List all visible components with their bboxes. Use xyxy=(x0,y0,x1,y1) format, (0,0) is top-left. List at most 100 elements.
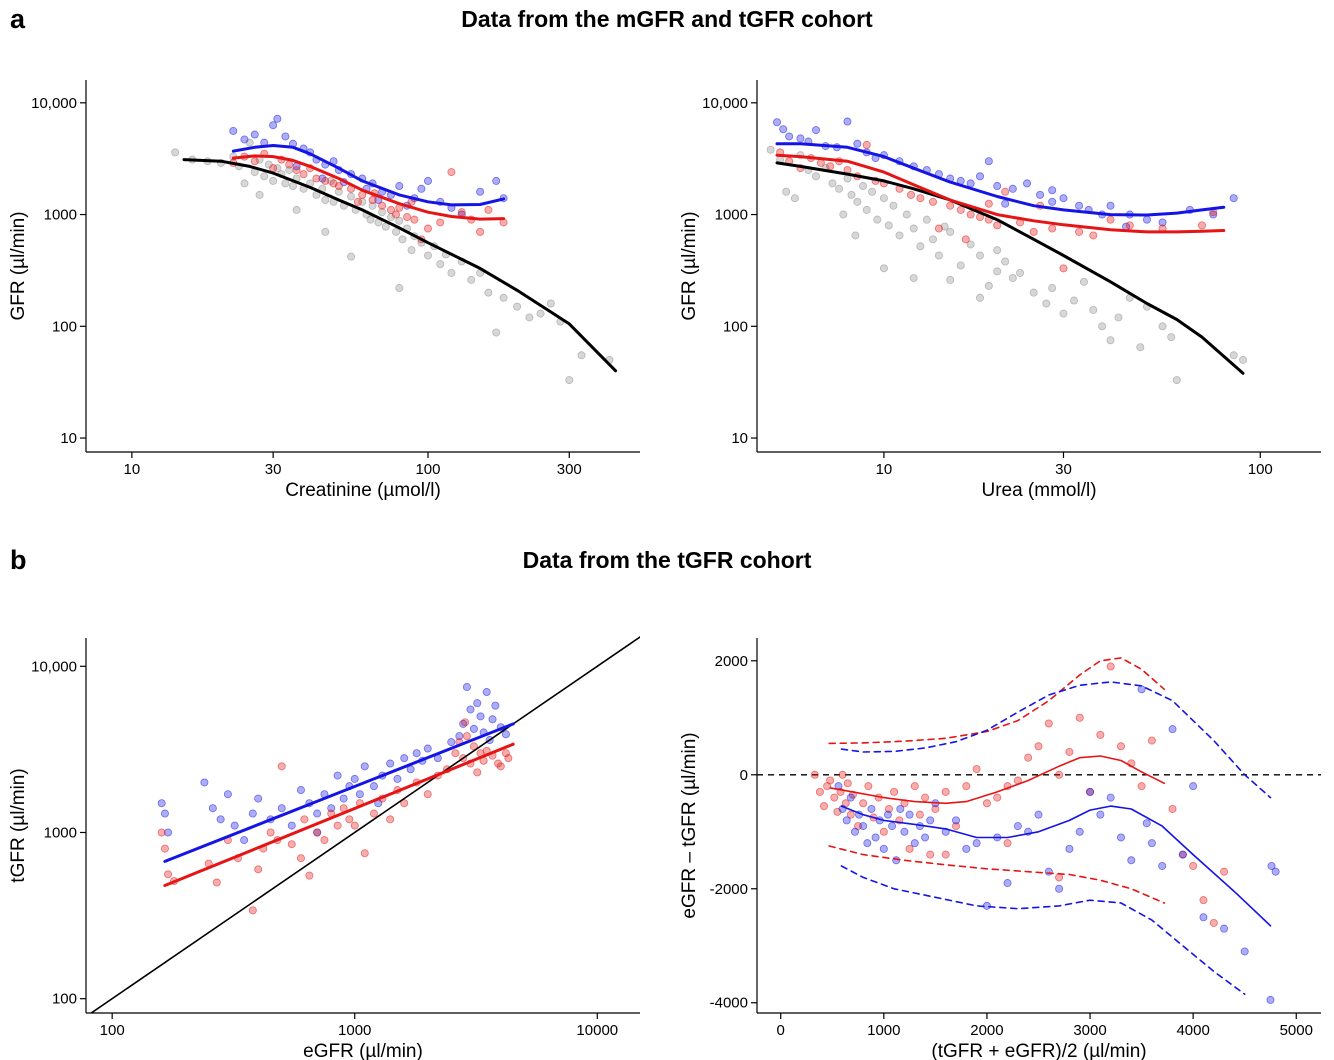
data-point-grey xyxy=(946,275,955,284)
y-tick-label: 10 xyxy=(731,430,748,447)
data-point-blue xyxy=(842,816,851,825)
plot-area xyxy=(89,636,640,1013)
x-tick-label: 3000 xyxy=(1073,1022,1106,1039)
x-tick-label: 4000 xyxy=(1176,1022,1209,1039)
data-point-grey xyxy=(423,251,432,260)
data-point-blue xyxy=(888,822,897,831)
fit-line-black xyxy=(182,158,618,373)
data-point-red xyxy=(1048,224,1057,233)
data-point-grey xyxy=(909,224,918,233)
data-point-grey xyxy=(984,281,993,290)
x-axis-label: Urea (mmol/l) xyxy=(981,480,1096,501)
data-point-grey xyxy=(1172,376,1181,385)
fit-line-blue xyxy=(231,144,506,207)
data-point-red xyxy=(1168,804,1177,813)
data-point-red xyxy=(368,195,377,204)
data-point-blue xyxy=(900,827,909,836)
data-point-red xyxy=(360,849,369,858)
data-point-red xyxy=(941,850,950,859)
data-point-grey xyxy=(1042,299,1051,308)
x-tick-label: 30 xyxy=(265,461,282,478)
plot-area xyxy=(171,114,618,385)
data-point-grey xyxy=(862,205,871,214)
x-axis-label: Creatinine (µmol/l) xyxy=(285,480,441,501)
data-point-red xyxy=(859,799,868,808)
data-point-blue xyxy=(910,839,919,848)
data-point-red xyxy=(921,793,930,802)
data-point-red xyxy=(292,166,301,175)
data-point-grey xyxy=(395,216,404,225)
data-point-blue xyxy=(1065,844,1074,853)
data-point-grey xyxy=(366,215,375,224)
data-point-blue xyxy=(846,793,855,802)
data-point-grey xyxy=(392,227,401,236)
data-point-blue xyxy=(773,118,782,127)
data-point-blue xyxy=(501,730,510,739)
data-point-grey xyxy=(859,182,868,191)
data-point-blue xyxy=(859,822,868,831)
x-tick-label: 5000 xyxy=(1280,1022,1313,1039)
data-point-blue xyxy=(412,749,421,758)
data-point-blue xyxy=(1023,179,1032,188)
data-point-blue xyxy=(200,778,209,787)
data-point-red xyxy=(915,810,924,819)
data-point-grey xyxy=(1167,333,1176,342)
data-point-blue xyxy=(1168,725,1177,734)
data-point-blue xyxy=(1008,184,1017,193)
data-point-blue xyxy=(482,688,491,697)
data-point-blue xyxy=(1147,839,1156,848)
plot-area xyxy=(757,657,1321,1004)
data-point-red xyxy=(864,782,873,791)
data-point-red xyxy=(962,782,971,791)
data-point-red xyxy=(879,827,888,836)
y-tick-label: -2000 xyxy=(710,881,748,898)
y-tick-label: 1000 xyxy=(44,207,77,224)
data-point-red xyxy=(462,732,471,741)
y-tick-label: 100 xyxy=(723,318,748,335)
data-point-red xyxy=(403,213,412,222)
data-point-blue xyxy=(1127,856,1136,865)
x-tick-label: 100 xyxy=(415,461,440,478)
data-point-red xyxy=(1034,742,1043,751)
data-point-red xyxy=(333,821,342,830)
y-axis-label: GFR (µl/min) xyxy=(8,211,29,320)
panel-title-b: Data from the tGFR cohort xyxy=(522,547,812,573)
data-point-red xyxy=(890,787,899,796)
data-point-blue xyxy=(287,821,296,830)
fit-line-red xyxy=(163,742,515,887)
data-point-red xyxy=(1055,770,1064,779)
data-point-grey xyxy=(975,293,984,302)
data-point-blue xyxy=(850,827,859,836)
data-point-grey xyxy=(347,192,356,201)
data-point-blue xyxy=(296,786,305,795)
data-point-grey xyxy=(269,176,278,185)
data-point-blue xyxy=(1075,827,1084,836)
data-point-red xyxy=(941,787,950,796)
data-point-blue xyxy=(1013,822,1022,831)
data-point-blue xyxy=(423,176,432,185)
data-point-blue xyxy=(313,809,322,818)
data-point-red xyxy=(254,865,263,874)
data-point-red xyxy=(1089,231,1098,240)
y-tick-label: 10,000 xyxy=(702,95,748,112)
data-point-red xyxy=(287,840,296,849)
data-point-grey xyxy=(993,267,1002,276)
data-point-blue xyxy=(423,744,432,753)
data-point-red xyxy=(248,906,257,915)
data-point-grey xyxy=(1070,296,1079,305)
data-point-blue xyxy=(466,705,475,714)
y-tick-label: 2000 xyxy=(715,653,748,670)
data-point-grey xyxy=(1229,351,1238,360)
chart-a-right: 10 30 100 10 100 1000 10,000 Urea (mmol/l) GFR (… xyxy=(679,80,1321,501)
data-point-grey xyxy=(934,251,943,260)
data-point-blue xyxy=(867,804,876,813)
x-tick-label: 300 xyxy=(557,461,582,478)
data-point-blue xyxy=(779,125,788,134)
y-axis-label: tGFR (µl/min) xyxy=(8,768,29,882)
data-point-blue xyxy=(469,724,478,733)
data-point-grey xyxy=(956,261,965,270)
data-point-blue xyxy=(926,816,935,825)
data-point-blue xyxy=(491,701,500,710)
data-point-blue xyxy=(993,182,1002,191)
data-point-blue xyxy=(488,715,497,724)
